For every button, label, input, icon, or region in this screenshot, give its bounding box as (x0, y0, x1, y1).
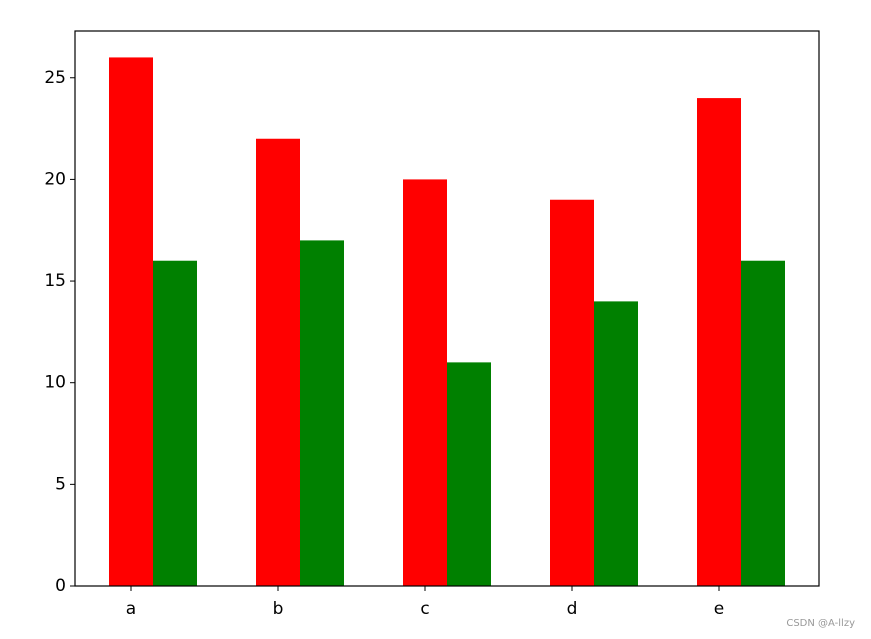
bar (594, 301, 638, 586)
bar (447, 362, 491, 586)
watermark: CSDN @A-llzy (786, 618, 855, 629)
bar (109, 57, 153, 586)
x-tick-label: e (714, 599, 724, 619)
x-tick-label: c (420, 599, 429, 619)
bar (741, 260, 785, 586)
x-tick-label: d (567, 599, 578, 619)
x-tick-label: a (126, 599, 136, 619)
y-tick-label: 10 (44, 373, 66, 393)
plot-frame (74, 30, 820, 587)
bar (256, 138, 300, 586)
y-tick-label: 20 (44, 169, 66, 189)
y-tick-label: 5 (55, 474, 66, 494)
bar (403, 179, 447, 586)
bar (153, 260, 197, 586)
y-tick-label: 0 (55, 576, 66, 596)
bar (550, 199, 594, 586)
bar (300, 240, 344, 586)
x-tick-label: b (273, 599, 284, 619)
y-tick-label: 15 (44, 271, 66, 291)
y-tick-label: 25 (44, 68, 66, 88)
bar (697, 98, 741, 586)
